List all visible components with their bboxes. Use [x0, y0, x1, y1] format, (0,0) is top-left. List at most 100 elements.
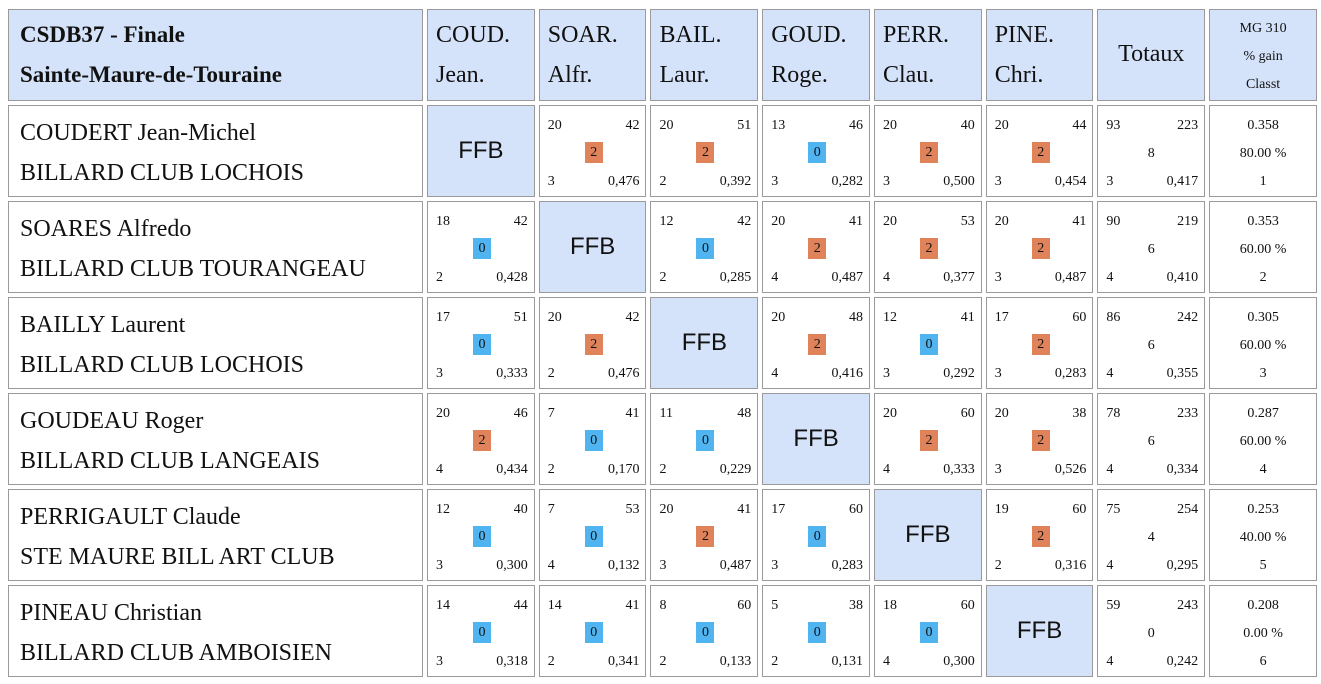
- match-points: 11: [659, 406, 673, 421]
- match-result-cell: 20 40 2 3 0,500: [873, 105, 982, 197]
- match-average: 0,487: [831, 270, 863, 285]
- column-firstname: Laur.: [659, 62, 710, 88]
- self-match-cell: FFB: [650, 297, 759, 389]
- total-points: 78: [1106, 406, 1121, 421]
- match-innings: 60: [737, 598, 752, 613]
- player-name: BAILLY Laurent: [20, 312, 186, 338]
- match-average: 0,170: [607, 462, 640, 477]
- totals-cell: 59 243 0 4 0,242: [1097, 585, 1206, 677]
- match-points: 8: [659, 598, 667, 613]
- totals-cell: 86 242 6 4 0,355: [1097, 297, 1206, 389]
- total-high-run: 3: [1106, 174, 1114, 189]
- match-innings: 60: [1072, 310, 1087, 325]
- match-result-cell: 20 41 2 4 0,487: [762, 201, 870, 293]
- match-points: 20: [547, 310, 562, 325]
- mg-header: MG 310 % gain Classt: [1209, 9, 1317, 101]
- match-average: 0,300: [496, 558, 528, 573]
- ranking: 5: [1259, 558, 1267, 573]
- opponent-column-header: COUD. Jean.: [427, 9, 535, 101]
- total-innings: 242: [1177, 310, 1199, 325]
- match-innings: 51: [513, 310, 528, 325]
- match-high-run: 2: [659, 462, 667, 477]
- player-cell: PERRIGAULT Claude STE MAURE BILL ART CLUB: [8, 489, 424, 581]
- match-points-badge: 2: [696, 526, 715, 547]
- match-high-run: 2: [659, 270, 667, 285]
- match-innings: 41: [625, 598, 640, 613]
- match-innings: 41: [737, 502, 752, 517]
- self-match-cell: FFB: [873, 489, 982, 581]
- match-points-badge: 2: [808, 334, 827, 355]
- match-points: 17: [994, 310, 1009, 325]
- gain-percentage: 80.00 %: [1239, 146, 1287, 161]
- match-result-cell: 20 41 2 3 0,487: [985, 201, 1094, 293]
- match-result-cell: 5 38 0 2 0,131: [762, 585, 870, 677]
- self-match-cell: FFB: [538, 201, 647, 293]
- mg-cell: 0.358 80.00 % 1: [1209, 105, 1317, 197]
- match-points: 19: [994, 502, 1009, 517]
- total-average: 0,295: [1166, 558, 1199, 573]
- match-result-cell: 8 60 0 2 0,133: [650, 585, 759, 677]
- self-label: FFB: [905, 521, 951, 548]
- match-innings: 40: [513, 502, 528, 517]
- match-high-run: 4: [882, 270, 890, 285]
- match-result-cell: 18 60 0 4 0,300: [873, 585, 982, 677]
- self-label: FFB: [681, 329, 728, 356]
- match-points-badge: 2: [1031, 430, 1050, 451]
- match-points-badge: 0: [473, 622, 492, 643]
- self-match-cell: FFB: [762, 393, 870, 485]
- match-average: 0,377: [943, 270, 975, 285]
- match-innings: 60: [1072, 502, 1087, 517]
- match-points-badge: 2: [1031, 238, 1050, 259]
- total-average: 0,242: [1166, 654, 1199, 669]
- match-points: 20: [771, 214, 786, 229]
- self-label: FFB: [1016, 617, 1063, 644]
- match-innings: 42: [625, 118, 640, 133]
- match-result-cell: 20 41 2 3 0,487: [650, 489, 759, 581]
- match-points: 12: [436, 502, 451, 517]
- general-average: 0.208: [1247, 598, 1279, 613]
- match-points: 20: [436, 406, 451, 421]
- column-firstname: Alfr.: [547, 62, 593, 88]
- match-points-badge: 0: [696, 430, 715, 451]
- player-cell: COUDERT Jean-Michel BILLARD CLUB LOCHOIS: [8, 105, 424, 197]
- match-points-badge: 2: [473, 430, 492, 451]
- match-average: 0,131: [831, 654, 863, 669]
- column-surname: PINE.: [994, 22, 1055, 48]
- general-average: 0.358: [1247, 118, 1279, 133]
- match-result-cell: 14 44 0 3 0,318: [427, 585, 535, 677]
- match-points: 7: [547, 406, 555, 421]
- match-points: 20: [659, 118, 674, 133]
- opponent-column-header: BAIL. Laur.: [650, 9, 759, 101]
- total-innings: 233: [1177, 406, 1199, 421]
- match-points: 20: [771, 310, 786, 325]
- match-innings: 41: [625, 406, 640, 421]
- match-high-run: 3: [994, 462, 1002, 477]
- match-average: 0,132: [607, 558, 640, 573]
- self-label: FFB: [793, 425, 839, 452]
- gain-percentage: 60.00 %: [1239, 434, 1287, 449]
- match-points: 17: [436, 310, 451, 325]
- mg-cell: 0.353 60.00 % 2: [1209, 201, 1317, 293]
- match-points-badge: 2: [696, 142, 715, 163]
- rank-header-label: Classt: [1245, 77, 1281, 92]
- match-result-cell: 12 41 0 3 0,292: [873, 297, 982, 389]
- match-points: 12: [659, 214, 674, 229]
- player-cell: SOARES Alfredo BILLARD CLUB TOURANGEAU: [8, 201, 424, 293]
- match-points-badge: 0: [584, 526, 603, 547]
- match-points: 20: [882, 406, 897, 421]
- player-club: BILLARD CLUB AMBOISIEN: [20, 640, 333, 666]
- match-innings: 51: [737, 118, 752, 133]
- general-average: 0.353: [1247, 214, 1279, 229]
- match-result-cell: 18 42 0 2 0,428: [427, 201, 535, 293]
- general-average: 0.287: [1247, 406, 1279, 421]
- total-average: 0,334: [1166, 462, 1199, 477]
- ranking: 4: [1259, 462, 1267, 477]
- match-result-cell: 20 60 2 4 0,333: [873, 393, 982, 485]
- total-high-run: 4: [1106, 654, 1114, 669]
- total-high-run: 4: [1106, 558, 1114, 573]
- match-high-run: 3: [436, 654, 444, 669]
- match-innings: 48: [737, 406, 752, 421]
- match-points: 7: [547, 502, 555, 517]
- match-result-cell: 20 48 2 4 0,416: [762, 297, 870, 389]
- match-result-cell: 17 51 0 3 0,333: [427, 297, 535, 389]
